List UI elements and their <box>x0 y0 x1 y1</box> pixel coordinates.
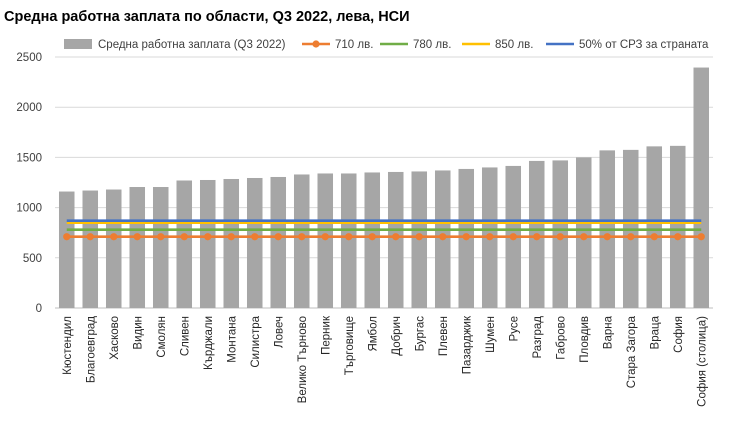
x-category-label: Монтана <box>226 315 238 362</box>
bar <box>270 176 287 308</box>
reference-line-marker <box>133 233 141 241</box>
reference-line-marker <box>298 233 306 241</box>
y-tick-label: 1000 <box>16 203 42 215</box>
x-category-label: Русе <box>508 316 520 341</box>
x-category-label: Търговище <box>344 316 356 375</box>
x-category-label: Перник <box>320 315 332 355</box>
reference-line-marker <box>86 233 94 241</box>
reference-line-marker <box>110 233 118 241</box>
x-category-label: Кюстендил <box>62 316 74 375</box>
x-category-label: Габрово <box>555 316 567 360</box>
bar <box>82 190 99 308</box>
x-category-label: Плевен <box>438 316 450 356</box>
reference-line-marker <box>462 233 470 241</box>
y-tick-label: 2500 <box>16 52 42 64</box>
reference-line-marker <box>650 233 658 241</box>
legend-label: 710 лв. <box>335 39 373 51</box>
legend-label: 850 лв. <box>495 39 533 51</box>
x-category-label: София <box>673 316 685 353</box>
reference-line-marker <box>180 233 188 241</box>
reference-line-marker <box>204 233 212 241</box>
reference-line-marker <box>415 233 423 241</box>
x-category-label: Добрич <box>391 316 403 356</box>
reference-line-marker <box>251 233 259 241</box>
reference-line-marker <box>345 233 353 241</box>
x-category-label: Силистра <box>250 315 262 367</box>
legend-label: 780 лв. <box>413 39 451 51</box>
x-category-label: Кърджали <box>203 316 215 370</box>
y-tick-label: 1500 <box>16 152 42 164</box>
bar <box>199 179 216 308</box>
x-category-label: Смолян <box>156 316 168 358</box>
x-category-label: Пазарджик <box>461 315 473 374</box>
y-tick-label: 0 <box>36 303 42 315</box>
reference-line-marker <box>63 233 71 241</box>
x-category-label: Бургас <box>414 316 426 352</box>
reference-line-marker <box>580 233 588 241</box>
y-tick-label: 500 <box>23 253 42 265</box>
legend: Средна работна заплата (Q3 2022) 710 лв. 7… <box>64 39 709 51</box>
reference-line-marker <box>274 233 282 241</box>
reference-line-marker <box>157 233 165 241</box>
x-category-label: Видин <box>132 316 144 350</box>
x-category-label: Ямбол <box>367 316 379 352</box>
reference-line-marker <box>486 233 494 241</box>
x-category-label: Благоевград <box>85 316 97 383</box>
x-category-label: Варна <box>602 315 614 349</box>
y-axis: 0 500 1000 1500 2000 2500 <box>16 52 42 315</box>
chart-title: Средна работна заплата по области, Q3 20… <box>4 9 410 25</box>
reference-line-marker <box>321 233 329 241</box>
x-category-label: Шумен <box>485 316 497 353</box>
y-tick-label: 2000 <box>16 102 42 114</box>
bar <box>317 173 334 308</box>
reference-line-marker <box>439 233 447 241</box>
x-category-label: София (столица) <box>696 316 708 407</box>
bar <box>575 157 592 308</box>
reference-line-marker <box>227 233 235 241</box>
legend-swatch <box>64 39 92 49</box>
x-category-label: Разград <box>532 316 544 359</box>
x-category-label: Ловеч <box>273 316 285 348</box>
reference-line-marker <box>603 233 611 241</box>
x-category-label: Враца <box>649 315 661 349</box>
bar <box>246 177 263 308</box>
bar <box>129 187 146 308</box>
bar <box>223 178 240 308</box>
bar <box>176 180 193 308</box>
reference-line-marker <box>674 233 682 241</box>
reference-line-marker <box>697 233 705 241</box>
bar <box>646 146 663 308</box>
bar <box>293 174 310 308</box>
reference-line-marker <box>556 233 564 241</box>
x-category-label: Велико Търново <box>297 316 309 403</box>
x-axis: Кюстендил Благоевград Хасково Видин Смолян Сл… <box>62 315 709 407</box>
bar <box>58 191 75 308</box>
legend-label: 50% от СРЗ за страната <box>579 39 709 51</box>
reference-line-marker <box>627 233 635 241</box>
bar <box>105 189 122 308</box>
bar-series <box>58 67 710 309</box>
bar <box>152 187 169 308</box>
reference-line-marker <box>368 233 376 241</box>
x-category-label: Хасково <box>109 316 121 360</box>
bar <box>669 145 686 308</box>
x-category-label: Стара Загора <box>626 315 638 388</box>
reference-line-marker <box>533 233 541 241</box>
x-category-label: Пловдив <box>579 316 591 363</box>
legend-marker <box>312 40 320 48</box>
legend-label: Средна работна заплата (Q3 2022) <box>98 39 286 51</box>
bar <box>340 173 357 308</box>
x-category-label: Сливен <box>179 316 191 356</box>
reference-line-marker <box>392 233 400 241</box>
reference-line-marker <box>509 233 517 241</box>
bar <box>693 67 710 309</box>
reference-lines <box>63 219 705 241</box>
